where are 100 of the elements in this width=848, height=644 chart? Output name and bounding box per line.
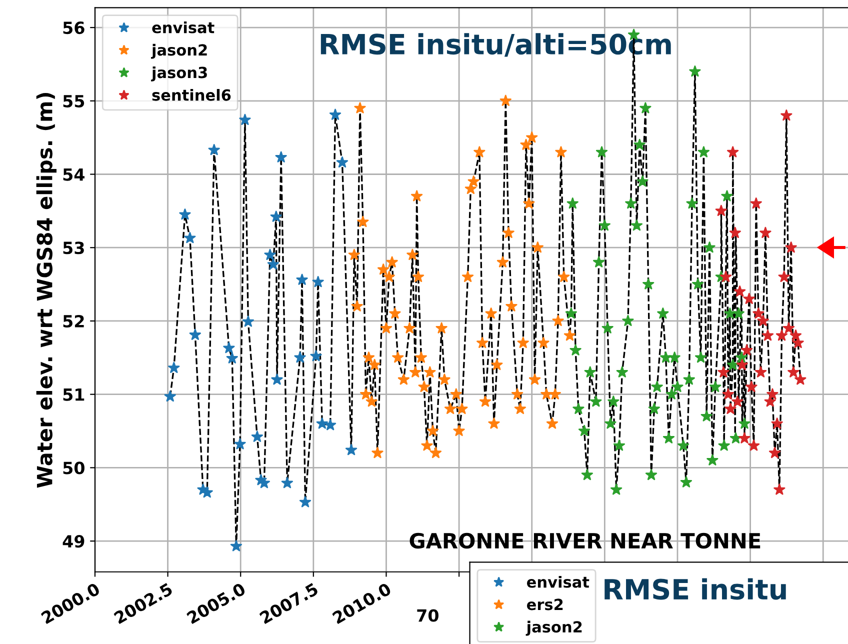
point <box>732 308 744 319</box>
point <box>678 440 690 451</box>
point <box>258 477 270 488</box>
point <box>730 432 742 444</box>
point <box>689 65 701 77</box>
point <box>270 210 282 222</box>
point <box>312 276 324 288</box>
point <box>718 366 730 378</box>
legend-label: envisat <box>526 576 590 588</box>
legend-label: jason3 <box>150 66 207 82</box>
point <box>299 496 312 508</box>
point <box>752 308 764 319</box>
point <box>264 248 276 260</box>
point <box>578 424 590 436</box>
point <box>239 114 251 126</box>
point <box>281 477 294 488</box>
point <box>636 176 648 187</box>
point <box>734 286 746 297</box>
point <box>294 352 306 363</box>
point <box>748 440 760 451</box>
legend-label: ers2 <box>526 598 563 610</box>
point <box>208 144 220 156</box>
text: 70 <box>417 609 438 622</box>
point <box>694 352 707 363</box>
point <box>622 314 634 326</box>
y-tick-label: 55 <box>63 95 84 108</box>
point <box>645 468 658 480</box>
text: RMSE insitu <box>604 578 786 600</box>
point <box>698 146 710 158</box>
point <box>738 418 750 429</box>
point <box>660 352 672 363</box>
point <box>230 540 242 552</box>
point <box>608 396 620 407</box>
point <box>324 419 336 430</box>
point <box>727 358 739 370</box>
point <box>782 322 795 334</box>
point <box>718 440 730 451</box>
point <box>683 374 695 385</box>
point <box>179 208 191 220</box>
point <box>184 232 196 244</box>
point <box>666 388 678 400</box>
point <box>598 220 610 231</box>
point <box>593 256 605 268</box>
point <box>771 418 783 429</box>
point <box>750 198 762 209</box>
point <box>642 278 654 290</box>
point <box>570 344 582 356</box>
point <box>345 444 358 456</box>
point <box>743 292 755 304</box>
y-tick-label: 54 <box>63 168 84 181</box>
y-tick-label: 50 <box>63 462 84 474</box>
point <box>168 362 180 373</box>
point <box>768 446 781 458</box>
legend-label: jason2 <box>526 620 582 636</box>
point <box>613 440 626 451</box>
point <box>590 396 602 407</box>
point <box>668 352 680 363</box>
point <box>780 109 792 121</box>
point <box>275 151 287 162</box>
point <box>271 374 283 385</box>
y-tick-label: 49 <box>62 535 84 548</box>
point <box>732 396 744 407</box>
point <box>760 226 772 238</box>
point <box>778 270 790 282</box>
point <box>226 352 238 364</box>
point <box>680 476 692 488</box>
point <box>648 402 660 414</box>
legend-label: sentinel6 <box>152 88 231 101</box>
point <box>672 380 684 392</box>
point <box>738 432 750 444</box>
point <box>757 314 769 326</box>
y-axis-title: Water elev. wrt WGS84 ellips. (m) <box>36 92 57 488</box>
point <box>604 418 616 429</box>
point <box>704 242 716 253</box>
point <box>651 380 663 392</box>
point <box>310 350 322 362</box>
point <box>736 358 748 370</box>
point <box>640 102 652 114</box>
point <box>625 198 637 209</box>
point <box>565 308 577 319</box>
point <box>242 316 254 327</box>
point <box>700 410 712 422</box>
point <box>794 374 806 385</box>
point <box>657 308 669 319</box>
point <box>251 430 264 442</box>
point <box>316 418 328 429</box>
point <box>296 274 308 285</box>
y-tick-label: 56 <box>63 22 84 34</box>
point <box>792 336 804 348</box>
legend-label: jason2 <box>150 44 207 59</box>
point <box>686 198 698 209</box>
point <box>336 156 348 168</box>
y-tick-label: 53 <box>63 242 84 254</box>
legend-label: envisat <box>152 21 214 34</box>
point <box>729 226 741 238</box>
y-tick-label: 51 <box>63 388 84 401</box>
point <box>746 380 758 392</box>
point <box>234 438 246 450</box>
point <box>630 220 643 231</box>
point <box>692 278 704 290</box>
